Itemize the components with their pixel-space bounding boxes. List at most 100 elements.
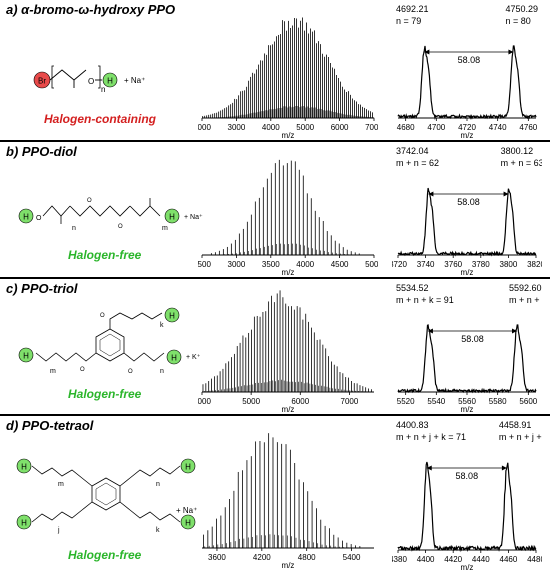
ester-arm-tl (31, 465, 93, 487)
x-tick-label: 4000 (198, 397, 211, 406)
x-tick-label: 4460 (500, 555, 518, 564)
benzene-ring (95, 328, 125, 362)
spectrum-trace (397, 187, 537, 257)
atom-label: H (185, 463, 191, 472)
structure-d: m H j H n H k H (16, 458, 196, 534)
hydroxyl-atom (180, 514, 196, 530)
x-tick-label: 4480 (527, 555, 542, 564)
x-tick-label: 3000 (228, 260, 246, 269)
x-tick-label: 3600 (208, 553, 226, 562)
cation-label: + Na⁺ (124, 76, 145, 85)
spectrum-trace (397, 45, 537, 121)
halogen-free-tag: Halogen-free (68, 387, 142, 401)
carbonyl-label: O (87, 198, 92, 204)
x-axis-label: m/z (282, 561, 295, 570)
peak-series-label: m + n = 63 (501, 158, 542, 168)
chain-bond (49, 69, 87, 81)
x-tick-label: 5580 (489, 397, 507, 406)
carbonyl-label: O (118, 224, 123, 230)
peak-series-label: m + n + j + k = 71 (396, 432, 466, 442)
subscript: n (156, 481, 160, 488)
x-tick-label: 3000 (228, 123, 246, 132)
x-tick-label: 2000 (198, 123, 211, 132)
x-tick-label: 3820 (527, 260, 542, 269)
atom-label: Br (38, 77, 46, 86)
spectrum-zoom-a: 4680 4700 4720 4740 4760 m/z 4692.21 n = 79 4750… (396, 4, 538, 140)
x-tick-label: 3800 (500, 260, 518, 269)
panel-b: b) PPO-diol H O n O O m H + Na⁺ Halogen-… (0, 142, 550, 277)
x-tick-label: 4720 (458, 123, 476, 132)
hydroxyl-atom (18, 208, 34, 224)
structure-c: O H O m H O n k H + K⁺ (18, 307, 201, 375)
x-tick-label: 3720 (392, 260, 407, 269)
x-tick-label: 5540 (427, 397, 445, 406)
x-tick-label: 6000 (291, 397, 309, 406)
x-axis-label: m/z (461, 563, 474, 572)
x-tick-label: 4700 (427, 123, 445, 132)
peak-mass-label: 4750.29 (505, 4, 538, 14)
x-tick-label: 6000 (331, 123, 349, 132)
hydroxyl-atom (180, 458, 196, 474)
spectrum-full-d: 3600 4200 4800 5400 m/z (202, 433, 374, 570)
x-tick-label: 5560 (458, 397, 476, 406)
carbonyl-label: O (80, 367, 85, 373)
ester-arm-right (123, 352, 165, 362)
divider (0, 277, 550, 279)
delta-label: 58.08 (458, 55, 481, 65)
panel-title: b) PPO-diol (6, 144, 77, 159)
x-tick-label: 3500 (262, 260, 280, 269)
x-tick-label: 7000 (341, 397, 359, 406)
ester-arm-br (119, 501, 181, 523)
hydroxyl-atom (102, 72, 118, 88)
panel-title: a) α-bromo-ω-hydroxy PPO (6, 2, 176, 17)
x-tick-label: 5000 (365, 260, 378, 269)
chain-bond (42, 205, 71, 217)
x-tick-label: 5600 (519, 397, 537, 406)
atom-label: H (171, 354, 177, 363)
spectrum-zoom-b: 3720 3740 3760 3780 3800 3820 m/z 3742.04 m + n … (392, 146, 542, 277)
halogen-free-tag: Halogen-free (68, 548, 142, 562)
subscript: n (160, 368, 164, 375)
atom-label: H (185, 519, 191, 528)
x-tick-label: 5000 (242, 397, 260, 406)
x-axis-label: m/z (461, 405, 474, 414)
subscript: m (50, 368, 56, 375)
peak-mass-label: 5534.52 (396, 283, 429, 293)
hydroxyl-atom (16, 458, 32, 474)
benzene-inner (99, 333, 121, 357)
peak-mass-label: 3742.04 (396, 146, 429, 156)
hydroxyl-atom (164, 307, 180, 323)
panel-c: c) PPO-triol O H O m H O n k H + K⁺ Halo… (0, 279, 550, 414)
structure-b: H O n O O m H + Na⁺ (18, 198, 203, 232)
peak-series-label: m + n + k = 92 (509, 295, 542, 305)
x-tick-label: 4440 (472, 555, 490, 564)
peak-series-label: m + n = 62 (396, 158, 439, 168)
x-axis-label: m/z (461, 268, 474, 277)
bracket (51, 65, 101, 89)
x-tick-label: 4000 (262, 123, 280, 132)
ester-arm-top (109, 312, 163, 329)
subscript: j (57, 527, 60, 534)
x-tick-label: 4800 (298, 553, 316, 562)
benzene-inner (95, 482, 117, 506)
x-tick-label: 4500 (331, 260, 349, 269)
spectrum-full-b: 2500 3000 3500 4000 4500 5000 m/z (198, 159, 378, 277)
spectrum-zoom-d: 4380 4400 4420 4440 4460 4480 m/z 4400.83 m + n … (392, 420, 542, 572)
spectrum-full-c: 4000 5000 6000 7000 m/z (198, 290, 374, 414)
peak-mass-label: 5592.60 (509, 283, 542, 293)
divider (0, 414, 550, 416)
structure-a: Br O n H + Na⁺ (33, 65, 145, 94)
x-axis-label: m/z (282, 268, 295, 277)
x-tick-label: 4200 (253, 553, 271, 562)
x-tick-label: 4420 (444, 555, 462, 564)
hydroxyl-atom (16, 514, 32, 530)
cation-label: + Na⁺ (176, 506, 198, 515)
subscript: m (162, 225, 168, 232)
chain-bond (129, 205, 161, 217)
x-tick-label: 4760 (519, 123, 537, 132)
x-tick-label: 5520 (397, 397, 415, 406)
peak-series-label: m + n + k = 91 (396, 295, 454, 305)
halogen-tag: Halogen-containing (44, 112, 156, 126)
x-tick-label: 3760 (444, 260, 462, 269)
x-tick-label: 3780 (472, 260, 490, 269)
